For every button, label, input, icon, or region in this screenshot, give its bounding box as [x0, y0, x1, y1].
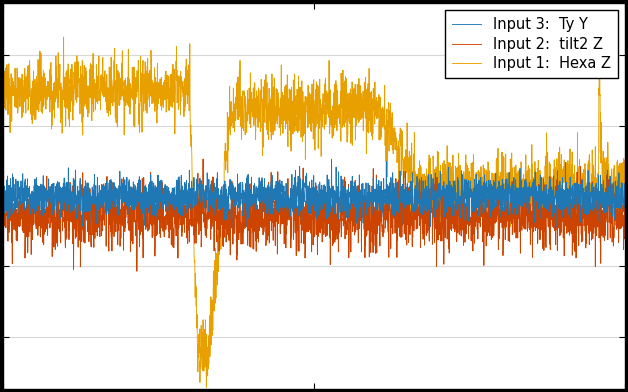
Input 1:  Hexa Z: (3e+03, 0.0462): Hexa Z: (3e+03, 0.0462) [622, 192, 628, 197]
Input 1:  Hexa Z: (2.62e+03, -0.357): Hexa Z: (2.62e+03, -0.357) [543, 206, 550, 211]
Input 2:  tilt2 Z: (2.94e+03, -1.42): tilt2 Z: (2.94e+03, -1.42) [610, 244, 617, 249]
Input 2:  tilt2 Z: (3e+03, 0.278): tilt2 Z: (3e+03, 0.278) [622, 184, 628, 189]
Legend: Input 3:  Ty Y, Input 2:  tilt2 Z, Input 1:  Hexa Z: Input 3: Ty Y, Input 2: tilt2 Z, Input 1… [445, 10, 618, 78]
Input 3:  Ty Y: (1.15e+03, 2.75): Ty Y: (1.15e+03, 2.75) [238, 97, 246, 102]
Input 1:  Hexa Z: (1.1e+03, -0.912): Hexa Z: (1.1e+03, -0.912) [228, 226, 236, 230]
Input 3:  Ty Y: (981, -5.44): Ty Y: (981, -5.44) [203, 385, 210, 390]
Input 3:  Ty Y: (342, 2.58): Ty Y: (342, 2.58) [70, 103, 77, 108]
Input 1:  Hexa Z: (2.94e+03, 0.0746): Hexa Z: (2.94e+03, 0.0746) [610, 191, 617, 196]
Input 1:  Hexa Z: (342, -0.396): Hexa Z: (342, -0.396) [70, 208, 77, 212]
Input 2:  tilt2 Z: (1.28e+03, -0.499): tilt2 Z: (1.28e+03, -0.499) [265, 211, 273, 216]
Input 2:  tilt2 Z: (0, 0.224): tilt2 Z: (0, 0.224) [0, 186, 6, 191]
Input 3:  Ty Y: (2.62e+03, 0.313): Ty Y: (2.62e+03, 0.313) [543, 183, 550, 187]
Line: Input 2:  tilt2 Z: Input 2: tilt2 Z [3, 159, 625, 271]
Input 2:  tilt2 Z: (1.15e+03, -1.13): tilt2 Z: (1.15e+03, -1.13) [238, 233, 246, 238]
Input 2:  tilt2 Z: (646, -2.14): tilt2 Z: (646, -2.14) [133, 269, 141, 274]
Input 3:  Ty Y: (2.88e+03, 4.59): Ty Y: (2.88e+03, 4.59) [596, 32, 604, 37]
Input 2:  tilt2 Z: (342, -0.897): tilt2 Z: (342, -0.897) [70, 225, 77, 230]
Input 3:  Ty Y: (2.94e+03, 0.257): Ty Y: (2.94e+03, 0.257) [610, 185, 617, 189]
Input 3:  Ty Y: (0, 2.56): Ty Y: (0, 2.56) [0, 103, 6, 108]
Input 1:  Hexa Z: (1.15e+03, -0.0293): Hexa Z: (1.15e+03, -0.0293) [238, 195, 246, 200]
Input 1:  Hexa Z: (520, -0.359): Hexa Z: (520, -0.359) [107, 206, 114, 211]
Input 2:  tilt2 Z: (965, 1.05): tilt2 Z: (965, 1.05) [199, 157, 207, 162]
Input 2:  tilt2 Z: (520, -1.01): tilt2 Z: (520, -1.01) [107, 229, 114, 234]
Input 1:  Hexa Z: (1.58e+03, 1.05): Hexa Z: (1.58e+03, 1.05) [328, 157, 335, 162]
Input 3:  Ty Y: (1.28e+03, 1.61): Ty Y: (1.28e+03, 1.61) [265, 137, 273, 142]
Input 3:  Ty Y: (520, 3.1): Ty Y: (520, 3.1) [107, 85, 114, 89]
Input 1:  Hexa Z: (1.28e+03, 0.326): Hexa Z: (1.28e+03, 0.326) [265, 182, 273, 187]
Input 1:  Hexa Z: (0, 0.473): Hexa Z: (0, 0.473) [0, 177, 6, 182]
Input 3:  Ty Y: (3e+03, 0.317): Ty Y: (3e+03, 0.317) [622, 183, 628, 187]
Input 2:  tilt2 Z: (2.62e+03, 0.122): tilt2 Z: (2.62e+03, 0.122) [543, 189, 550, 194]
Line: Input 1:  Hexa Z: Input 1: Hexa Z [3, 159, 625, 228]
Line: Input 3:  Ty Y: Input 3: Ty Y [3, 34, 625, 387]
